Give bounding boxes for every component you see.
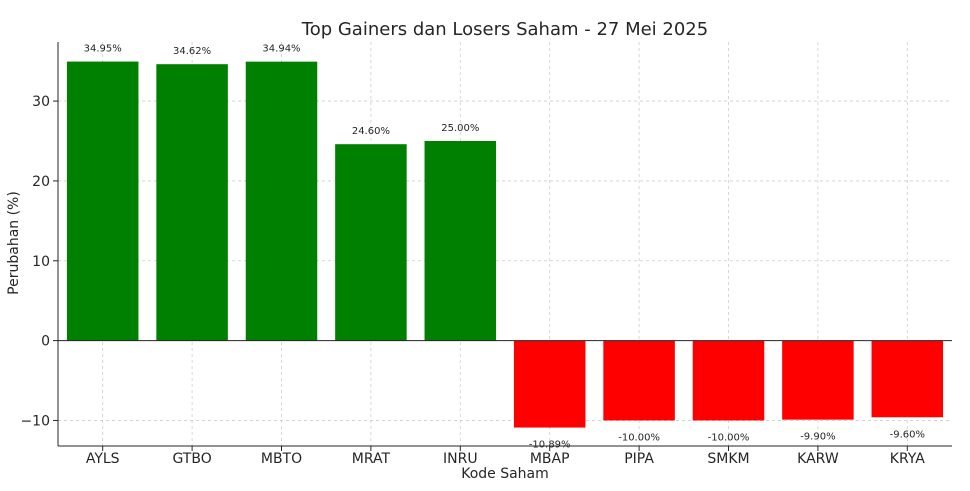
x-axis-label: Kode Saham (461, 466, 549, 482)
x-tick-label: SMKM (707, 451, 749, 467)
bar-mbap (513, 340, 586, 428)
ticks: −10 0 10 20 30 AYLS GTBO MBTO MRAT INRU MBAP PIPA SM… (20, 94, 925, 467)
x-tick-label: KRYA (890, 451, 925, 467)
data-label: 25.00% (441, 123, 479, 134)
y-axis-label: Perubahan (%) (6, 191, 22, 295)
data-label: -10.89% (529, 440, 571, 451)
bar-ayls (66, 61, 139, 341)
y-tick-label: −10 (20, 413, 50, 429)
data-label: -10.00% (708, 432, 750, 443)
bar-gtbo (156, 64, 228, 341)
data-label: -9.90% (800, 432, 835, 443)
x-tick-label: MRAT (352, 451, 391, 467)
y-tick-label: 0 (41, 334, 50, 350)
bar-mbto (245, 61, 318, 341)
bar-smkm (692, 340, 765, 421)
bar-krya (871, 340, 944, 418)
data-label: 34.95% (84, 44, 122, 55)
data-label: 34.62% (173, 46, 211, 57)
x-tick-label: INRU (443, 451, 478, 467)
axes (57, 42, 952, 447)
x-tick-label: PIPA (624, 451, 654, 467)
data-label: 24.60% (352, 126, 390, 137)
chart-title: Top Gainers dan Losers Saham - 27 Mei 20… (301, 19, 708, 40)
y-tick-label: 10 (32, 254, 50, 270)
y-tick-label: 30 (32, 94, 50, 110)
x-tick-label: AYLS (86, 451, 120, 467)
data-label: -10.00% (618, 432, 660, 443)
x-tick-label: GTBO (172, 451, 211, 467)
data-label: -9.60% (890, 429, 925, 440)
bar-karw (782, 340, 854, 420)
x-tick-label: MBTO (261, 451, 302, 467)
bars (66, 61, 944, 428)
bar-pipa (603, 340, 675, 421)
data-label: 34.94% (262, 44, 300, 55)
bar-inru (424, 141, 497, 341)
x-tick-label: KARW (797, 451, 839, 467)
y-tick-label: 20 (32, 174, 50, 190)
bar-mrat (335, 144, 407, 341)
x-tick-label: MBAP (530, 451, 570, 467)
data-labels: 34.95% 34.62% 34.94% 24.60% 25.00% -10.89% -10… (84, 44, 925, 451)
